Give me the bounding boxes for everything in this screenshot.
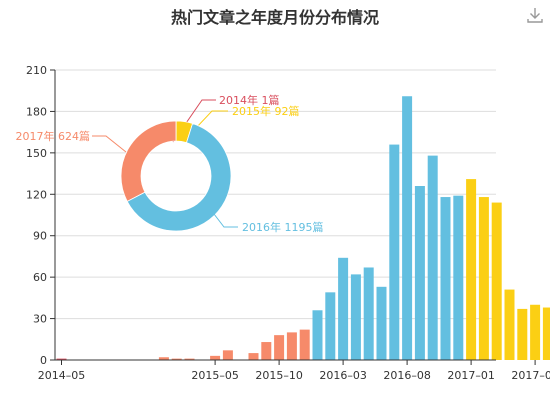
y-tick-label: 90 (33, 230, 47, 243)
bar-2017-02 (478, 197, 489, 360)
x-tick-label: 2014–05 (38, 369, 86, 382)
bar-2015-10 (274, 335, 285, 360)
donut-label-line (195, 110, 228, 129)
donut-label: 2016年 1195篇 (242, 220, 324, 234)
x-tick-label: 2015–05 (191, 369, 239, 382)
bar-2015-01 (158, 357, 169, 360)
bar-2015-02 (171, 358, 182, 360)
x-tick-label: 2017–06 (511, 369, 550, 382)
y-tick-label: 30 (33, 313, 47, 326)
bar-2016-11 (440, 197, 451, 360)
bar-2016-03 (338, 257, 349, 360)
chart-title: 热门文章之年度月份分布情况 (170, 8, 379, 27)
donut-label: 2014年 1篇 (219, 93, 280, 107)
x-axis: 2014–05 2015–05 2015–10 2016–03 2016–08 2017–… (38, 359, 550, 382)
bar-2014-05 (56, 358, 67, 360)
x-tick-label: 2016–03 (319, 369, 367, 382)
bar-series (56, 96, 550, 360)
donut-label: 2017年 624篇 (16, 129, 91, 143)
donut-slice-2016年 (126, 123, 232, 232)
download-icon[interactable] (526, 6, 544, 24)
bar-2016-06 (376, 286, 387, 360)
bar-2017-05 (517, 308, 528, 360)
y-tick-label: 120 (26, 188, 47, 201)
bar-2017-07 (542, 307, 550, 360)
bar-2016-04 (350, 274, 361, 360)
bar-2016-02 (325, 292, 336, 360)
bar-2015-12 (299, 329, 310, 360)
bar-2017-01 (466, 179, 477, 360)
bar-2015-03 (184, 358, 195, 360)
x-tick-label: 2015–10 (255, 369, 303, 382)
bar-2016-08 (402, 96, 413, 360)
bar-2015-08 (248, 353, 259, 360)
bar-2016-01 (312, 310, 323, 360)
bar-2016-12 (453, 195, 464, 360)
y-tick-label: 150 (26, 147, 47, 160)
y-tick-label: 180 (26, 105, 47, 118)
bar-2015-11 (286, 332, 297, 360)
bar-2017-06 (530, 304, 541, 360)
x-tick-label: 2017–01 (447, 369, 495, 382)
y-tick-label: 0 (40, 354, 47, 367)
donut-slice-2017年 (120, 120, 177, 202)
bar-2015-06 (222, 350, 233, 360)
donut-label-line (92, 135, 127, 153)
bar-2017-04 (504, 289, 515, 360)
bar-2016-09 (414, 186, 425, 360)
bar-2016-07 (389, 144, 400, 360)
bar-2016-05 (363, 267, 374, 360)
donut-label: 2015年 92篇 (232, 104, 300, 118)
x-tick-label: 2016–08 (383, 369, 431, 382)
bar-2016-10 (427, 155, 438, 360)
bar-2015-05 (210, 355, 221, 360)
donut-label-line (213, 213, 238, 228)
y-tick-label: 210 (26, 64, 47, 77)
y-tick-label: 60 (33, 271, 47, 284)
y-axis: 0 30 60 90 120 150 180 210 (26, 64, 56, 367)
bar-2015-09 (261, 342, 272, 360)
bar-2017-03 (491, 202, 502, 360)
